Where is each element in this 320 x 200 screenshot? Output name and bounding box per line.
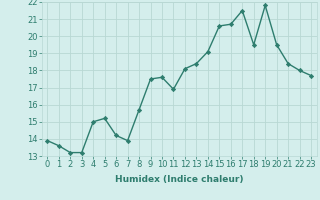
X-axis label: Humidex (Indice chaleur): Humidex (Indice chaleur) <box>115 175 244 184</box>
